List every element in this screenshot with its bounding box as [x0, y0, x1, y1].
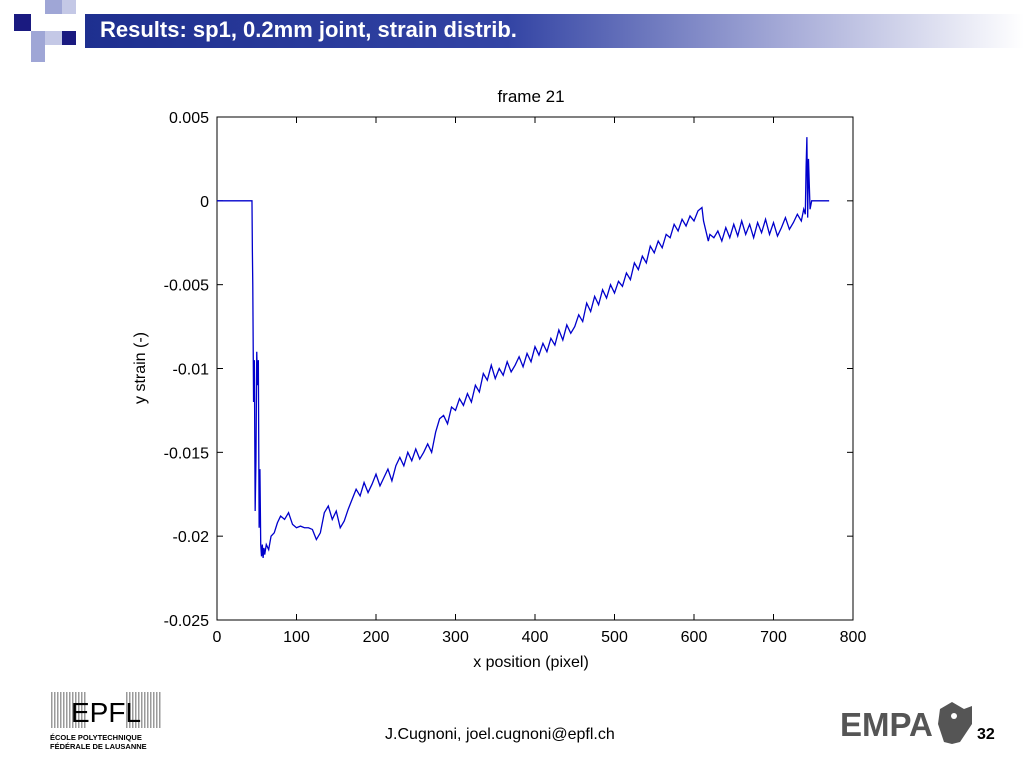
- plot-area: [216, 116, 854, 621]
- y-tick-label: 0.005: [169, 110, 209, 127]
- header-square-light-5: [31, 45, 45, 62]
- x-tick-label: 700: [760, 629, 787, 646]
- x-tick-label: 100: [283, 629, 310, 646]
- y-axis-label: y strain (-): [132, 332, 149, 404]
- y-tick-label: -0.01: [173, 362, 210, 379]
- x-axis: 0 100 200 300 400 500 600 700 800: [213, 117, 867, 646]
- x-tick-label: 0: [213, 629, 222, 646]
- strain-chart: frame 21 0 100 200 300 400 500 600 700 800 0.005…: [132, 87, 867, 671]
- x-tick-label: 500: [601, 629, 628, 646]
- x-tick-label: 400: [522, 629, 549, 646]
- empa-logo: EMPA: [840, 702, 972, 744]
- y-axis: 0.005 0 -0.005 -0.01 -0.015 -0.02 -0.025: [164, 110, 853, 630]
- y-tick-label: 0: [200, 194, 209, 211]
- empa-wordmark: EMPA: [840, 706, 933, 743]
- author-contact: J.Cugnoni, joel.cugnoni@epfl.ch: [385, 726, 615, 743]
- title-bar: [85, 14, 1024, 48]
- slide-title: Results: sp1, 0.2mm joint, strain distri…: [100, 17, 517, 42]
- header-square-light-4: [45, 31, 62, 45]
- x-tick-label: 300: [442, 629, 469, 646]
- x-tick-label: 600: [681, 629, 708, 646]
- x-axis-label: x position (pixel): [473, 654, 589, 671]
- epfl-logo: EPFL ÉCOLE POLYTECHNIQUE FÉDÉRALE DE LAU…: [50, 692, 161, 751]
- chart-container: frame 21 0 100 200 300 400 500 600 700 800 0.005…: [110, 75, 900, 675]
- y-tick-label: -0.005: [164, 278, 209, 295]
- y-tick-label: -0.02: [173, 529, 210, 546]
- x-tick-label: 200: [363, 629, 390, 646]
- epfl-mark: EPFL: [71, 697, 141, 728]
- header-square-dark-1: [14, 14, 31, 31]
- header-square-light-1: [45, 0, 62, 14]
- series-line: [217, 137, 830, 559]
- x-tick-label: 800: [840, 629, 867, 646]
- empa-star-icon: [951, 713, 957, 719]
- y-tick-label: -0.025: [164, 613, 209, 630]
- y-tick-label: -0.015: [164, 445, 209, 462]
- header-square-light-2: [62, 0, 76, 14]
- header-square-light-3: [31, 31, 45, 45]
- header-square-dark-2: [62, 31, 76, 45]
- chart-title: frame 21: [497, 87, 564, 106]
- empa-shield-icon: [938, 702, 972, 744]
- page-number: 32: [977, 726, 995, 743]
- epfl-name-line1: ÉCOLE POLYTECHNIQUE: [50, 733, 142, 742]
- epfl-name-line2: FÉDÉRALE DE LAUSANNE: [50, 742, 147, 751]
